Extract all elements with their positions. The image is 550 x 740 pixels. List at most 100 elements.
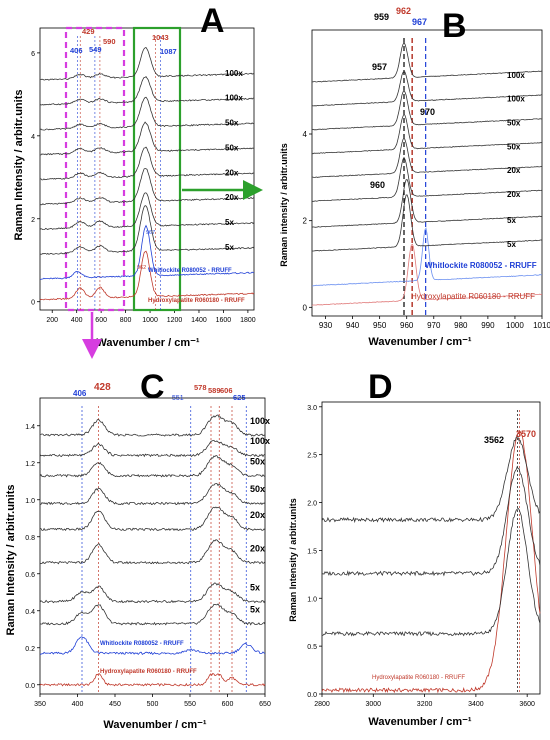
magnification-label-b-6: 5x: [507, 216, 516, 225]
panel-a-highlight-box-phosphate: [132, 26, 182, 312]
magnification-label-c-6: 5x: [250, 582, 260, 592]
panel-b-letter: B: [442, 7, 467, 45]
panel-d: D Raman Intensity / arbitr.units Wavenum…: [288, 368, 541, 728]
panel-b-xlabel: Wavenumber / cm⁻¹: [368, 336, 472, 348]
series-line-a-6: [39, 121, 255, 156]
x-tick-label-a-6: 1400: [191, 317, 207, 324]
x-tick-label-c-1: 400: [72, 701, 84, 708]
y-tick-label-d-6: 3.0: [307, 405, 317, 412]
panel-a-peak-1087: 1087: [160, 47, 177, 56]
series-line-b-6: [312, 113, 543, 155]
series-line-a-2: [39, 205, 255, 255]
magnification-label-c-2: 50x: [250, 456, 265, 466]
x-tick-label-a-0: 200: [46, 317, 58, 324]
panel-b-ref-whitlockite: Whitlockite R080052 - RRUFF: [425, 261, 537, 270]
series-line-b-9: [311, 42, 542, 83]
panel-c-peak-428: 428: [94, 382, 111, 393]
y-tick-label-b-1: 2: [303, 217, 308, 226]
y-tick-label-c-5: 1.0: [25, 498, 35, 505]
x-tick-label-a-1: 400: [71, 317, 83, 324]
panel-a-ref-whitlockite: Whitlockite R080052 - RRUFF: [148, 268, 232, 274]
x-tick-label-c-3: 500: [147, 701, 159, 708]
panel-c: C Raman Intensity / arbitr.units Wavenum…: [5, 368, 271, 731]
panel-a-xlabel: Wavenumber / cm⁻¹: [96, 337, 200, 349]
series-line-a-5: [39, 146, 255, 181]
panel-a: A Raman Intensity / arbitr.units Wavenum…: [13, 2, 263, 359]
panel-b-peak-967: 967: [412, 17, 427, 27]
x-tick-label-b-2: 950: [373, 321, 387, 330]
panel-d-frame: [321, 401, 541, 695]
y-tick-label-d-4: 2.0: [307, 501, 317, 508]
x-tick-label-a-8: 1800: [240, 317, 256, 324]
series-line-b-4: [311, 156, 543, 202]
panel-c-peak-578: 578: [194, 383, 207, 392]
panel-c-frame: [39, 397, 266, 695]
series-line-b-0: [311, 243, 543, 306]
magnification-label-a-3: 50x: [225, 143, 239, 152]
series-line-c-0: [39, 672, 266, 687]
y-tick-label-d-5: 2.5: [307, 453, 317, 460]
x-tick-label-d-1: 3000: [366, 701, 382, 708]
panel-c-ref-whitlockite: Whitlockite R080052 - RRUFF: [100, 641, 184, 647]
magnification-label-c-0: 100x: [250, 416, 270, 426]
x-tick-label-b-3: 960: [400, 321, 414, 330]
x-tick-label-b-8: 1010: [533, 321, 550, 330]
magnification-label-c-5: 20x: [250, 543, 265, 553]
panel-b: B Raman intensity / arbitr.units Wavenum…: [279, 6, 550, 348]
x-tick-label-d-2: 3200: [417, 701, 433, 708]
panel-a-peak-590: 590: [103, 37, 116, 46]
panel-b-frame: [311, 29, 543, 317]
series-line-c-4: [39, 539, 266, 565]
x-tick-label-b-7: 1000: [506, 321, 524, 330]
x-tick-label-d-0: 2800: [314, 701, 330, 708]
y-tick-label-c-1: 0.2: [25, 646, 35, 653]
panel-d-letter: D: [368, 368, 393, 406]
x-tick-label-c-0: 350: [34, 701, 46, 708]
magnification-label-c-7: 5x: [250, 604, 260, 614]
series-line-a-0: [39, 250, 255, 301]
magnification-label-b-4: 20x: [507, 166, 521, 175]
y-tick-label-d-3: 1.5: [307, 548, 317, 555]
panel-a-peak-967: 967: [146, 230, 155, 236]
series-line-c-6: [40, 483, 266, 506]
series-line-b-3: [311, 179, 543, 228]
magnification-label-b-7: 5x: [507, 240, 516, 249]
y-tick-label-b-2: 4: [303, 130, 308, 139]
series-line-a-3: [39, 192, 255, 231]
y-tick-label-d-0: 0.0: [307, 692, 317, 699]
y-tick-label-c-2: 0.4: [25, 609, 35, 616]
x-tick-label-a-2: 600: [95, 317, 107, 324]
panel-b-ylabel: Raman intensity / arbitr.units: [279, 143, 289, 267]
y-tick-label-c-0: 0.0: [25, 683, 35, 690]
magnification-label-b-1: 100x: [507, 95, 525, 104]
magnification-label-a-7: 5x: [225, 243, 234, 252]
x-tick-label-a-5: 1200: [167, 317, 183, 324]
series-line-d-2: [321, 465, 541, 577]
series-line-c-9: [39, 414, 266, 437]
panel-b-ref-hydroxyapatite: Hydroxylapatite R060180 - RRUFF: [411, 292, 535, 301]
x-tick-label-b-1: 940: [346, 321, 360, 330]
magnification-label-a-1: 100x: [225, 94, 243, 103]
panel-d-peak-3570: 3570: [516, 429, 536, 439]
magnification-label-a-6: 5x: [225, 218, 234, 227]
series-line-b-8: [311, 70, 543, 107]
y-tick-label-c-4: 0.8: [25, 535, 35, 542]
panel-d-xlabel: Wavenumber / cm⁻¹: [368, 716, 472, 728]
x-tick-label-c-2: 450: [109, 701, 121, 708]
x-tick-label-d-4: 3600: [519, 701, 535, 708]
panel-a-peak-406: 406: [70, 46, 83, 55]
x-tick-label-c-4: 550: [184, 701, 196, 708]
panel-b-peak-959: 959: [374, 12, 389, 22]
magnification-label-b-3: 50x: [507, 142, 521, 151]
y-tick-label-c-6: 1.2: [25, 461, 35, 468]
series-line-b-5: [311, 137, 543, 178]
panel-b-peak-960: 960: [370, 180, 385, 190]
magnification-label-a-4: 20x: [225, 168, 239, 177]
panel-b-peak-970: 970: [420, 107, 435, 117]
series-line-d-3: [321, 435, 541, 524]
x-tick-label-d-3: 3400: [468, 701, 484, 708]
series-line-a-7: [39, 96, 255, 131]
series-line-a-9: [39, 47, 255, 81]
panel-d-ref-hydroxyapatite: Hydroxylapatite R060180 - RRUFF: [372, 675, 465, 681]
x-tick-label-b-0: 930: [319, 321, 333, 330]
